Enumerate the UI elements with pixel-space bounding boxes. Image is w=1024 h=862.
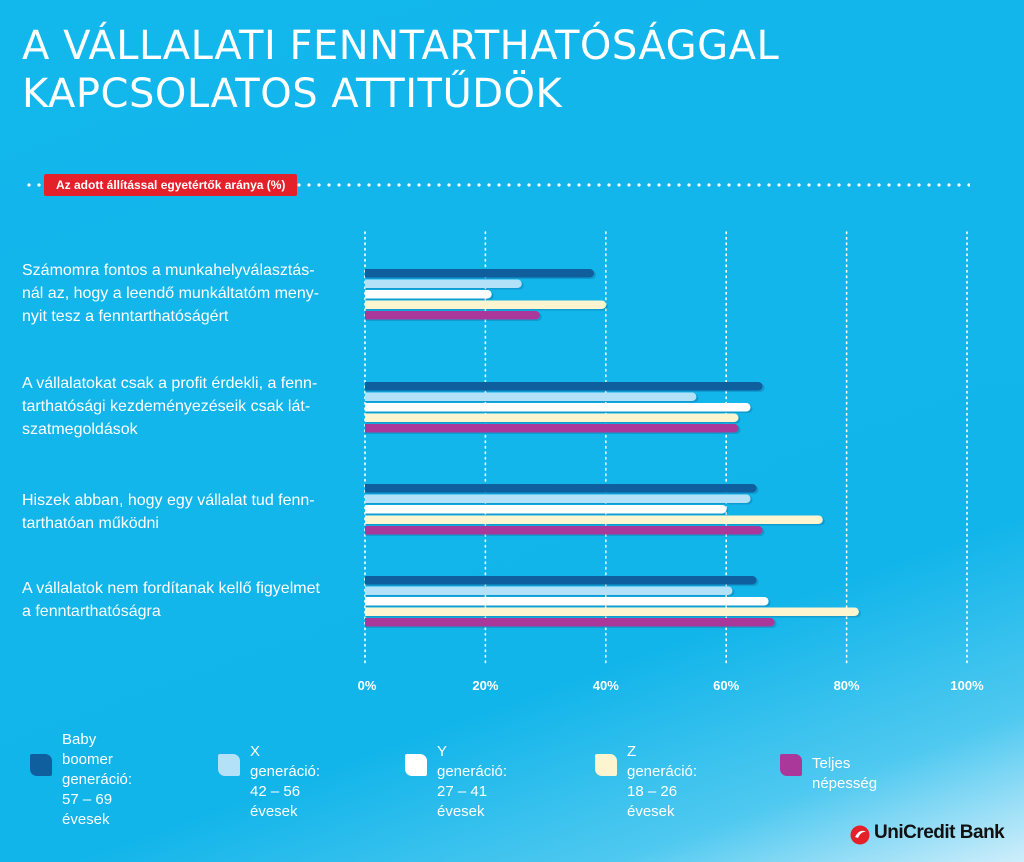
bar-series-3-category-4 [364, 597, 769, 606]
legend-label-x: X generáció: 42 – 56 évesek [250, 743, 321, 820]
title-line-1: A VÁLLALATI FENNTARTHATÓSÁGGAL [22, 23, 780, 69]
bar-series-2-category-1 [365, 279, 522, 288]
bar-series-2-category-3 [365, 494, 751, 503]
legend-swatch-baby-boomer [30, 754, 52, 776]
bar-series-3-category-1 [365, 290, 492, 299]
bar-series-5-category-2 [365, 424, 739, 433]
bar-series-1-category-2 [365, 382, 763, 391]
bar-series-1-category-1 [365, 269, 595, 278]
legend-label-baby-boomer: Baby boomer generáció: 57 – 69 évesek [62, 731, 133, 828]
bar-series-1-category-3 [365, 484, 757, 493]
dotted-divider [24, 183, 970, 187]
tick-label-40: 40% [593, 678, 619, 693]
bar-series-4-category-4 [365, 607, 859, 616]
tick-label-0: 0% [358, 678, 377, 693]
bar-series-4-category-2 [365, 413, 739, 422]
legend-label-y: Y generáció: 27 – 41 évesek [437, 743, 508, 820]
bar-series-2-category-4 [364, 586, 733, 595]
tick-label-80: 80% [834, 678, 860, 693]
brand-name: UniCredit Bank [874, 822, 1005, 843]
legend-label-total: Teljes népesség [812, 755, 878, 792]
tick-label-20: 20% [472, 678, 498, 693]
bar-series-5-category-4 [365, 618, 775, 627]
chart-subtitle-badge: Az adott állítással egyetértők aránya (%… [44, 174, 298, 196]
tick-label-100: 100% [950, 678, 984, 693]
tick-label-60: 60% [713, 678, 739, 693]
legend-swatch-total [780, 754, 802, 776]
bar-series-4-category-1 [365, 300, 607, 309]
page-title: A VÁLLALATI FENNTARTHATÓSÁGGAL KAPCSOLAT… [22, 22, 922, 118]
bar-series-3-category-2 [365, 403, 751, 412]
bar-series-5-category-1 [365, 311, 540, 320]
question-label-3: Hiszek abban, hogy egy vállalat tud fenn… [22, 492, 315, 532]
bar-series-3-category-3 [365, 505, 727, 514]
unicredit-logo: UniCredit Bank [850, 822, 1005, 852]
bar-series-4-category-3 [365, 515, 823, 524]
legend-label-z: Z generáció: 18 – 26 évesek [627, 743, 698, 820]
bar-series-1-category-4 [365, 576, 757, 585]
question-label-1: Számomra fontos a munkahelyválasztás- ná… [22, 262, 320, 325]
legend-swatch-x [218, 754, 240, 776]
bar-chart: 0% 20% 40% 60% 80% 100% [358, 269, 984, 693]
title-line-2: KAPCSOLATOS ATTITŰDÖK [22, 71, 563, 117]
legend-swatch-y [405, 754, 427, 776]
unicredit-logo-icon [850, 825, 870, 845]
question-label-4: A vállalatok nem fordítanak kellő figyel… [22, 580, 320, 620]
bar-series-5-category-3 [365, 526, 763, 535]
bar-series-2-category-2 [364, 392, 697, 401]
question-label-2: A vállalatokat csak a profit érdekli, a … [22, 375, 318, 438]
legend-swatch-z [595, 754, 617, 776]
